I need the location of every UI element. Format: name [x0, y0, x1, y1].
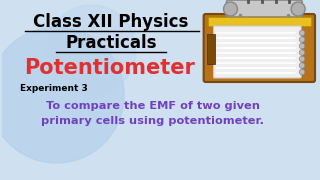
Circle shape — [299, 43, 305, 49]
Circle shape — [299, 37, 305, 42]
Text: Class XII Physics: Class XII Physics — [34, 13, 189, 31]
Text: Practicals: Practicals — [65, 34, 157, 52]
FancyBboxPatch shape — [204, 14, 315, 82]
Circle shape — [299, 69, 305, 75]
Circle shape — [299, 56, 305, 62]
FancyBboxPatch shape — [213, 26, 301, 78]
Circle shape — [0, 27, 124, 163]
Text: Potentiometer: Potentiometer — [24, 58, 195, 78]
Circle shape — [299, 30, 305, 36]
Circle shape — [46, 5, 136, 95]
Circle shape — [299, 50, 305, 55]
FancyBboxPatch shape — [227, 0, 302, 17]
Bar — [208, 17, 311, 26]
Text: primary cells using potentiometer.: primary cells using potentiometer. — [41, 116, 264, 126]
Circle shape — [224, 2, 237, 16]
Text: To compare the EMF of two given: To compare the EMF of two given — [46, 101, 260, 111]
Text: Experiment 3: Experiment 3 — [20, 84, 87, 93]
Bar — [207, 34, 215, 64]
Circle shape — [291, 2, 305, 16]
Circle shape — [299, 63, 305, 68]
